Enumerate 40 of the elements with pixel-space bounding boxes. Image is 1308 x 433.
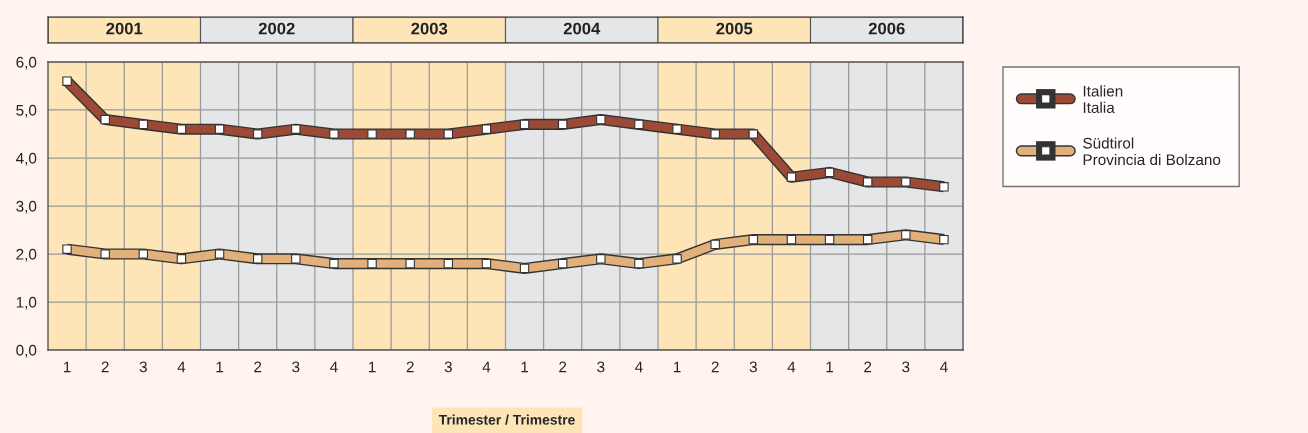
- x-tick-label: 1: [826, 361, 834, 373]
- y-tick-label: 6,0: [16, 56, 37, 70]
- y-tick-label: 5,0: [16, 104, 37, 118]
- x-tick-label: 1: [63, 361, 71, 373]
- y-tick-label: 0,0: [16, 344, 37, 358]
- x-tick-label: 2: [559, 361, 567, 373]
- x-tick-label: 3: [139, 361, 147, 373]
- y-tick-label: 4,0: [16, 152, 37, 166]
- y-tick-label: 2,0: [16, 248, 37, 262]
- x-tick-label: 1: [673, 361, 681, 373]
- x-tick-label: 1: [521, 361, 529, 373]
- text: 2005: [716, 22, 753, 35]
- x-tick-label: 4: [482, 361, 491, 373]
- x-tick-label: 2: [711, 361, 719, 373]
- x-tick-label: 4: [787, 361, 796, 373]
- text: 2004: [563, 22, 601, 35]
- x-tick-label: 1: [216, 361, 224, 373]
- x-tick-label: 2: [101, 361, 109, 373]
- x-tick-label: 4: [177, 361, 186, 373]
- x-tick-label: 3: [444, 361, 452, 373]
- x-tick-label: 2: [254, 361, 262, 373]
- x-tick-label: 1: [368, 361, 376, 373]
- legend-label: Italien Italia: [1083, 85, 1123, 114]
- x-tick-label: 4: [635, 361, 643, 373]
- x-tick-label: 3: [597, 361, 605, 373]
- x-tick-label: 3: [902, 361, 910, 373]
- x-tick-label: 3: [292, 361, 300, 373]
- legend-label: Südtirol Provincia di Bolzano: [1083, 137, 1221, 166]
- text: 2002: [258, 22, 295, 35]
- x-tick-label: 2: [864, 361, 872, 373]
- x-tick-label: 4: [330, 361, 338, 373]
- x-axis-title: Trimester / Trimestre: [438, 414, 575, 425]
- text: 2003: [411, 22, 448, 35]
- text: 2001: [106, 22, 143, 35]
- text: 2006: [868, 22, 905, 35]
- y-tick-label: 1,0: [16, 296, 37, 310]
- x-tick-label: 2: [406, 361, 414, 373]
- x-tick-label: 3: [749, 361, 757, 373]
- y-tick-label: 3,0: [16, 200, 37, 214]
- x-tick-label: 4: [940, 361, 948, 373]
